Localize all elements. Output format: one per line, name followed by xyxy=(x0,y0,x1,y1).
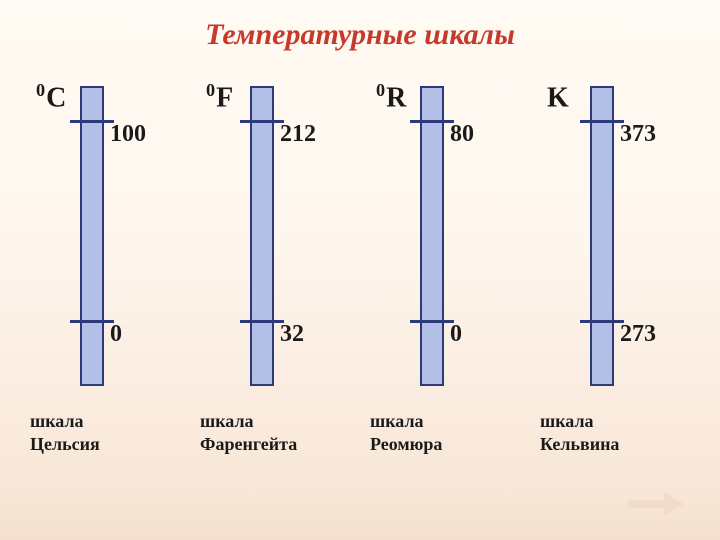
unit-letter: С xyxy=(46,82,66,113)
scale-name: шкала Реомюра xyxy=(370,410,442,455)
scale-celsius: 0С 100 0 шкала Цельсия xyxy=(30,80,180,480)
unit-label: 0С xyxy=(36,80,66,114)
unit-label: K xyxy=(546,80,569,114)
value-upper: 212 xyxy=(280,122,316,146)
value-lower: 32 xyxy=(280,322,304,346)
degree-prefix: 0 xyxy=(36,80,45,100)
scale-fahrenheit: 0F 212 32 шкала Фаренгейта xyxy=(200,80,350,480)
tick-upper xyxy=(410,120,454,123)
value-upper: 80 xyxy=(450,122,474,146)
scale-name: шкала Кельвина xyxy=(540,410,619,455)
degree-prefix: 0 xyxy=(376,80,385,100)
value-lower: 0 xyxy=(450,322,462,346)
tick-lower xyxy=(580,320,624,323)
value-upper: 100 xyxy=(110,122,146,146)
scale-kelvin: K 373 273 шкала Кельвина xyxy=(540,80,690,480)
unit-letter: F xyxy=(216,82,233,113)
scale-name: шкала Фаренгейта xyxy=(200,410,297,455)
value-lower: 0 xyxy=(110,322,122,346)
scale-name: шкала Цельсия xyxy=(30,410,100,455)
value-upper: 373 xyxy=(620,122,656,146)
thermometer-bar xyxy=(80,86,104,386)
tick-lower xyxy=(240,320,284,323)
unit-letter: K xyxy=(547,82,569,113)
unit-letter: R xyxy=(386,82,406,113)
tick-upper xyxy=(580,120,624,123)
tick-upper xyxy=(70,120,114,123)
thermometer-bar xyxy=(250,86,274,386)
tick-lower xyxy=(70,320,114,323)
thermometer-bar xyxy=(590,86,614,386)
unit-label: 0F xyxy=(206,80,233,114)
tick-upper xyxy=(240,120,284,123)
value-lower: 273 xyxy=(620,322,656,346)
thermometer-bar xyxy=(420,86,444,386)
tick-lower xyxy=(410,320,454,323)
next-arrow-icon[interactable] xyxy=(626,490,686,518)
scale-reaumur: 0R 80 0 шкала Реомюра xyxy=(370,80,520,480)
scales-row: 0С 100 0 шкала Цельсия 0F 212 32 шкала Ф… xyxy=(0,80,720,480)
degree-prefix: 0 xyxy=(206,80,215,100)
unit-label: 0R xyxy=(376,80,406,114)
page-title: Температурные шкалы xyxy=(0,18,720,52)
